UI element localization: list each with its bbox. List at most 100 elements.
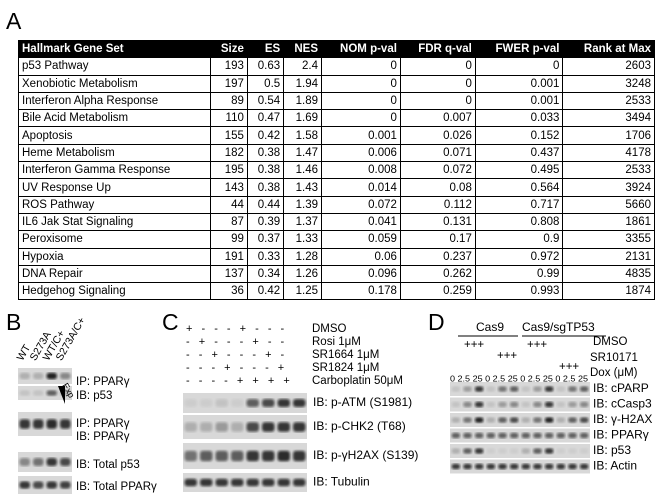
treatment-signs: + - - - + - - - [186,323,287,335]
band [247,422,260,432]
band [463,386,472,392]
band [498,402,507,408]
band [568,402,577,408]
treatment-signs: - - - - + + + + [186,375,293,387]
band [545,464,554,470]
blot-label: IB: p-CHK2 (T68) [313,419,406,433]
band [557,433,566,439]
panel-label: B [6,309,21,335]
band [522,448,531,454]
band [463,433,472,439]
blot-label: IB: cCasp3 [593,397,652,411]
band [545,402,554,408]
band [216,399,229,407]
blot-label: IB: p-γH2AX (S139) [313,448,418,462]
band [487,448,496,454]
blot-label: IB: Actin [593,459,637,473]
band [510,386,519,392]
band [262,422,275,432]
band [533,448,542,454]
band [568,386,577,392]
band [487,464,496,470]
band [20,458,31,466]
band [463,464,472,470]
band [247,479,260,487]
blot-label: IB: p53 [76,390,112,402]
band [580,464,589,470]
band [533,417,542,423]
band [200,479,213,487]
band [185,451,198,461]
band [475,464,484,470]
signs: +++ [464,339,484,351]
band [522,433,531,439]
band [498,417,507,423]
band [580,433,589,439]
blot-label: IB: Total PPARγ [76,481,157,493]
band [278,399,291,407]
blot-label: IB: PPARγ [593,428,649,442]
band [510,402,519,408]
band [498,433,507,439]
band [33,481,44,488]
band [47,419,58,429]
band [545,433,554,439]
blot-label: IB: p-ATM (S1981) [313,395,412,409]
band [47,373,58,379]
band [580,417,589,423]
signs: +++ [497,350,517,362]
band [60,373,71,379]
band [293,399,306,407]
band [498,448,507,454]
band [533,386,542,392]
band [231,479,244,487]
band [60,458,71,466]
band [475,417,484,423]
band [487,433,496,439]
band [510,417,519,423]
blot-label: IB: Tubulin [313,475,370,489]
band [293,479,306,487]
band [522,417,531,423]
band [533,402,542,408]
band [278,422,291,432]
band [231,399,244,407]
band [522,386,531,392]
signs: +++ [527,339,547,351]
group-label: Cas9 [476,320,504,334]
doses: 0 2.5 25 0 2.5 25 0 2.5 25 0 2.5 25 [450,373,588,383]
band [475,433,484,439]
band [463,417,472,423]
band [475,386,484,392]
treatment-label: SR1824 1μM [312,362,379,374]
band [475,448,484,454]
panel-label: C [162,309,179,335]
band [580,402,589,408]
band [545,417,554,423]
band [533,433,542,439]
band [262,399,275,407]
band [247,451,260,461]
band [498,386,507,392]
band [216,422,229,432]
band [33,419,44,429]
blot-label: IB: p53 [593,443,631,457]
band [510,433,519,439]
band [568,448,577,454]
treatment-label: Carboplatin 50μM [312,375,403,387]
band [278,479,291,487]
blot-label: IB: γ-H2AX [593,412,652,426]
band [557,464,566,470]
band [580,448,589,454]
blot-label: IB: PPARγ [76,431,130,443]
band [216,479,229,487]
band [475,402,484,408]
band [231,451,244,461]
treatment-label: DMSO [312,323,347,335]
treatment-signs: - + - - - + - - [186,336,287,348]
signs: +++ [559,361,579,373]
band [47,390,58,396]
band [463,448,472,454]
band [452,386,461,392]
band [545,386,554,392]
